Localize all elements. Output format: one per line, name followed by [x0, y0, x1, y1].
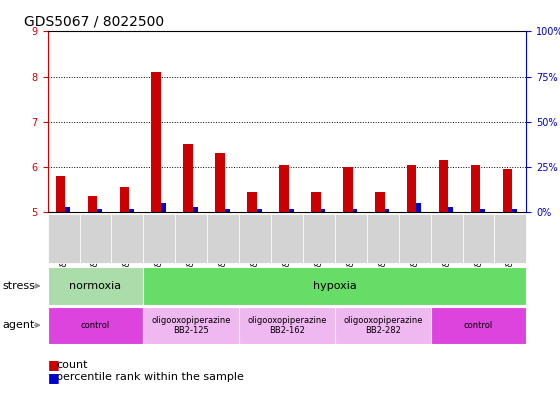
Bar [289, 209, 293, 212]
Text: ■: ■ [48, 371, 59, 384]
Text: normoxia: normoxia [69, 281, 122, 291]
Bar [120, 187, 129, 212]
Bar [321, 209, 325, 212]
Bar [216, 153, 225, 212]
Bar [88, 196, 97, 212]
Bar [56, 176, 66, 212]
Bar [193, 207, 198, 212]
Bar [97, 209, 102, 212]
Text: oligooxopiperazine
BB2-282: oligooxopiperazine BB2-282 [343, 316, 422, 335]
Bar [407, 165, 417, 212]
Text: percentile rank within the sample: percentile rank within the sample [56, 372, 244, 382]
Text: count: count [56, 360, 87, 370]
Bar [161, 203, 166, 212]
Text: control: control [81, 321, 110, 330]
Bar [257, 209, 262, 212]
Bar [66, 207, 70, 212]
Bar [480, 209, 485, 212]
Bar [343, 167, 353, 212]
Bar [248, 192, 257, 212]
Text: control: control [464, 321, 493, 330]
Text: hypoxia: hypoxia [313, 281, 357, 291]
Bar [439, 160, 449, 212]
Bar [225, 209, 230, 212]
Text: oligooxopiperazine
BB2-162: oligooxopiperazine BB2-162 [248, 316, 326, 335]
Bar [449, 207, 453, 212]
Bar [385, 209, 389, 212]
Bar [311, 192, 321, 212]
Text: oligooxopiperazine
BB2-125: oligooxopiperazine BB2-125 [152, 316, 231, 335]
Bar [279, 165, 289, 212]
Bar [375, 192, 385, 212]
Text: agent: agent [3, 320, 35, 330]
Bar [471, 165, 480, 212]
Text: stress: stress [3, 281, 36, 291]
Bar [512, 209, 517, 212]
Text: ■: ■ [48, 358, 59, 371]
Text: GDS5067 / 8022500: GDS5067 / 8022500 [24, 15, 164, 29]
Bar [417, 203, 421, 212]
Bar [184, 144, 193, 212]
Bar [503, 169, 512, 212]
Bar [152, 72, 161, 212]
Bar [129, 209, 134, 212]
Bar [353, 209, 357, 212]
